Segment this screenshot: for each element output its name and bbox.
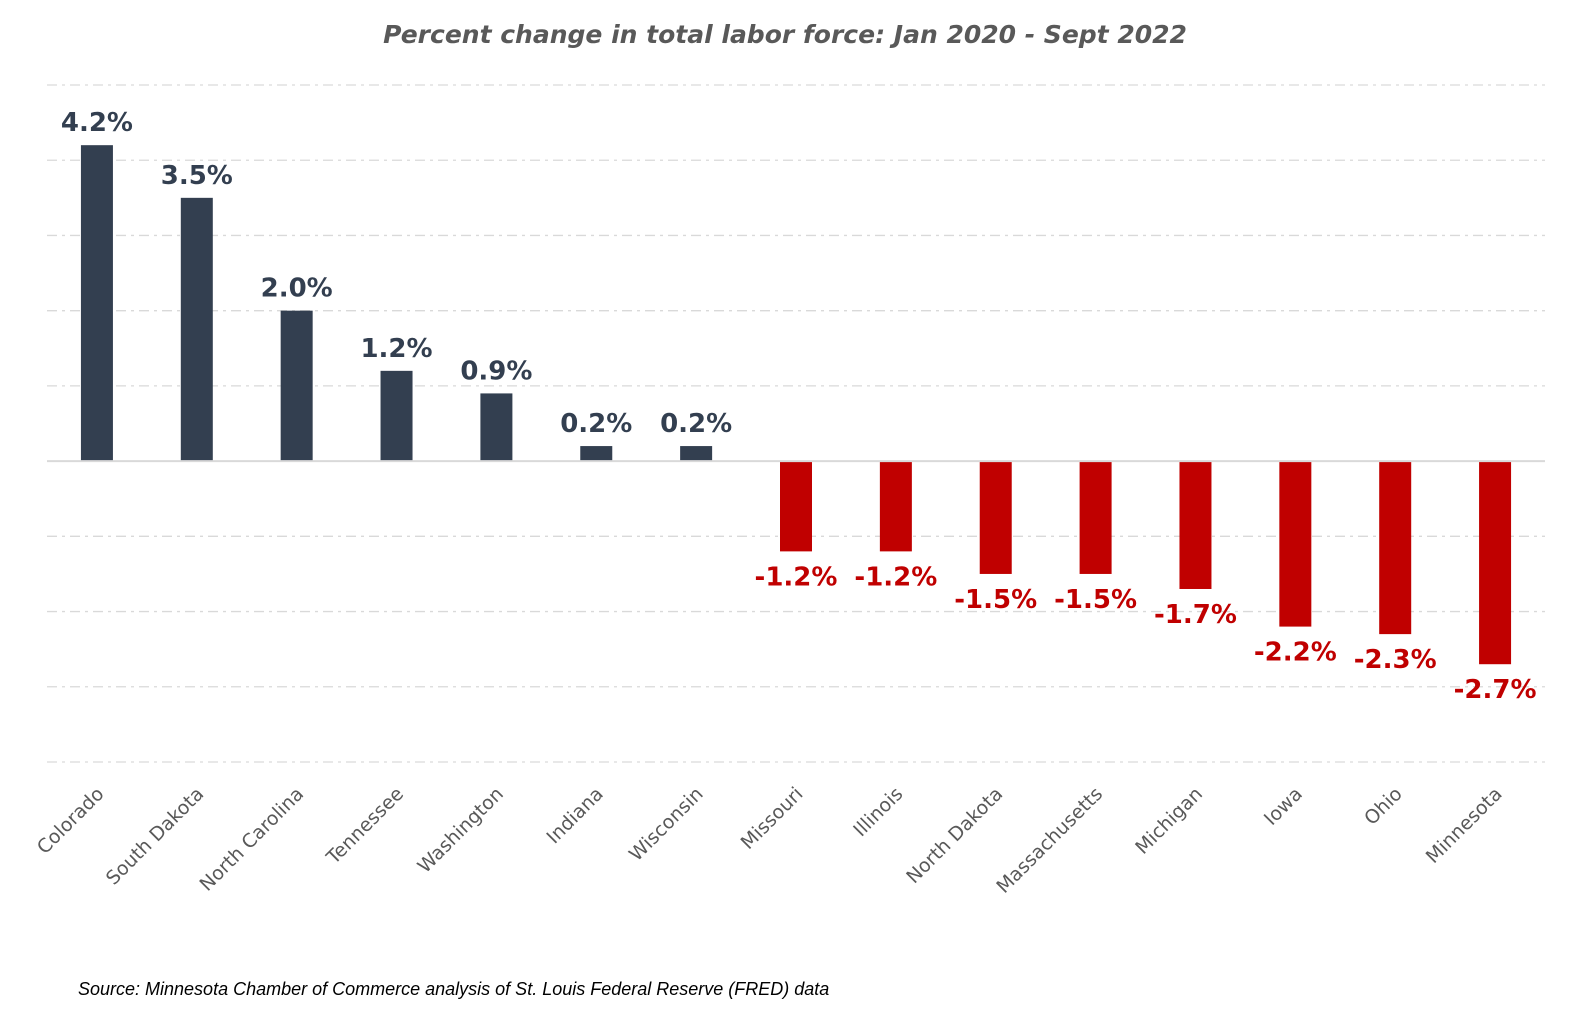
data-label: -2.7% (1454, 675, 1537, 705)
bar-north-dakota (979, 461, 1012, 574)
bar-colorado (80, 145, 113, 462)
data-label: -1.5% (954, 585, 1037, 615)
bar-north-carolina (280, 310, 313, 462)
data-label: 3.5% (161, 161, 233, 191)
data-label: 1.2% (360, 334, 432, 364)
bar-massachusetts (1079, 461, 1112, 574)
x-tick-label: Michigan (1131, 783, 1207, 859)
data-label: 2.0% (261, 274, 333, 304)
x-tick-label: Wisconsin (625, 783, 708, 866)
data-label: -1.2% (755, 562, 838, 592)
bar-michigan (1179, 461, 1212, 589)
x-tick-label: Indiana (543, 783, 608, 848)
data-label: 4.2% (61, 108, 133, 138)
data-label: 0.9% (460, 356, 532, 386)
bar-wisconsin (680, 446, 713, 462)
data-label: -1.7% (1154, 600, 1237, 630)
x-tick-label: Missouri (737, 783, 808, 854)
bar-tennessee (380, 370, 413, 462)
data-label: -1.2% (854, 562, 937, 592)
x-tick-label: Washington (413, 783, 508, 878)
bar-ohio (1379, 461, 1412, 635)
x-tick-label: North Carolina (196, 783, 309, 896)
bar-south-dakota (180, 197, 213, 462)
x-tick-label: Tennessee (322, 783, 408, 869)
x-tick-label: Minnesota (1422, 783, 1507, 868)
source-note: Source: Minnesota Chamber of Commerce an… (78, 979, 830, 999)
data-label: 0.2% (560, 409, 632, 439)
data-label: -2.3% (1354, 645, 1437, 675)
bar-indiana (580, 446, 613, 462)
x-tick-label: North Dakota (902, 783, 1007, 888)
bar-iowa (1279, 461, 1312, 627)
x-tick-label: South Dakota (102, 783, 208, 889)
chart-title: Percent change in total labor force: Jan… (383, 20, 1187, 49)
bar-illinois (879, 461, 912, 552)
bar-missouri (780, 461, 812, 552)
bar-washington (480, 393, 513, 462)
data-label: -2.2% (1254, 638, 1337, 668)
bar-minnesota (1479, 461, 1512, 665)
x-tick-label: Iowa (1260, 783, 1307, 830)
data-label: 0.2% (660, 409, 732, 439)
data-label: -1.5% (1054, 585, 1137, 615)
x-tick-label: Ohio (1360, 783, 1407, 830)
x-tick-label: Massachusetts (992, 783, 1107, 898)
x-tick-label: Illinois (849, 783, 907, 841)
x-tick-label: Colorado (33, 783, 109, 859)
